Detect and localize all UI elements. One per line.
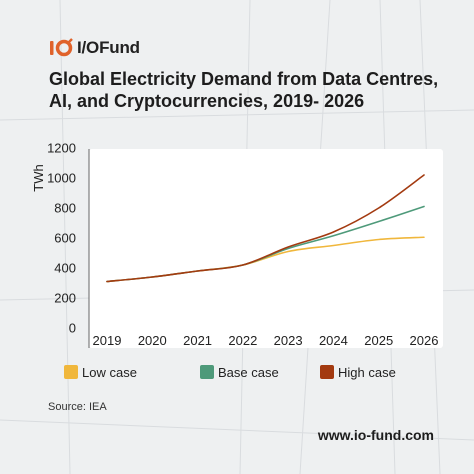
series-line-high-case [106,174,425,283]
legend-swatch-low-case [64,365,78,379]
legend: Low case Base case High case [64,365,396,380]
chart-title: Global Electricity Demand from Data Cent… [49,68,449,112]
legend-label-low-case: Low case [82,365,137,380]
x-tick-label: 2021 [183,333,212,348]
y-tick-label: 200 [54,291,76,306]
x-tick-label: 2023 [274,333,303,348]
x-tick-label: 2020 [138,333,167,348]
brand-header: I/OFund [49,38,140,58]
legend-swatch-high-case [320,365,334,379]
x-tick-label: 2026 [410,333,439,348]
chart-title-line-2: AI, and Cryptocurrencies, 2019- 2026 [49,91,365,111]
y-axis-label: TWh [31,164,46,191]
legend-label-high-case: High case [338,365,396,380]
series-lines [106,174,425,283]
y-tick-label: 0 [69,321,76,336]
legend-swatch-base-case [200,365,214,379]
x-tick-label: 2024 [319,333,348,348]
io-logo-icon [50,38,73,57]
x-tick-labels: 2019 2020 2021 2022 2023 2024 2025 2026 [93,333,439,348]
plot-area [89,149,443,348]
y-tick-labels: 0 200 400 600 800 1000 1200 [47,141,76,336]
chart-title-line-1: Global Electricity Demand from Data Cent… [49,69,439,89]
x-tick-label: 2022 [228,333,257,348]
website-url[interactable]: www.io-fund.com [317,427,434,443]
brand-name: I/OFund [77,38,140,57]
source-note: Source: IEA [48,401,107,413]
x-tick-label: 2025 [364,333,393,348]
y-tick-label: 400 [54,261,76,276]
y-tick-label: 800 [54,201,76,216]
x-tick-label: 2019 [93,333,122,348]
y-tick-label: 1000 [47,171,76,186]
y-tick-label: 1200 [47,141,76,156]
y-tick-label: 600 [54,231,76,246]
legend-label-base-case: Base case [218,365,279,380]
